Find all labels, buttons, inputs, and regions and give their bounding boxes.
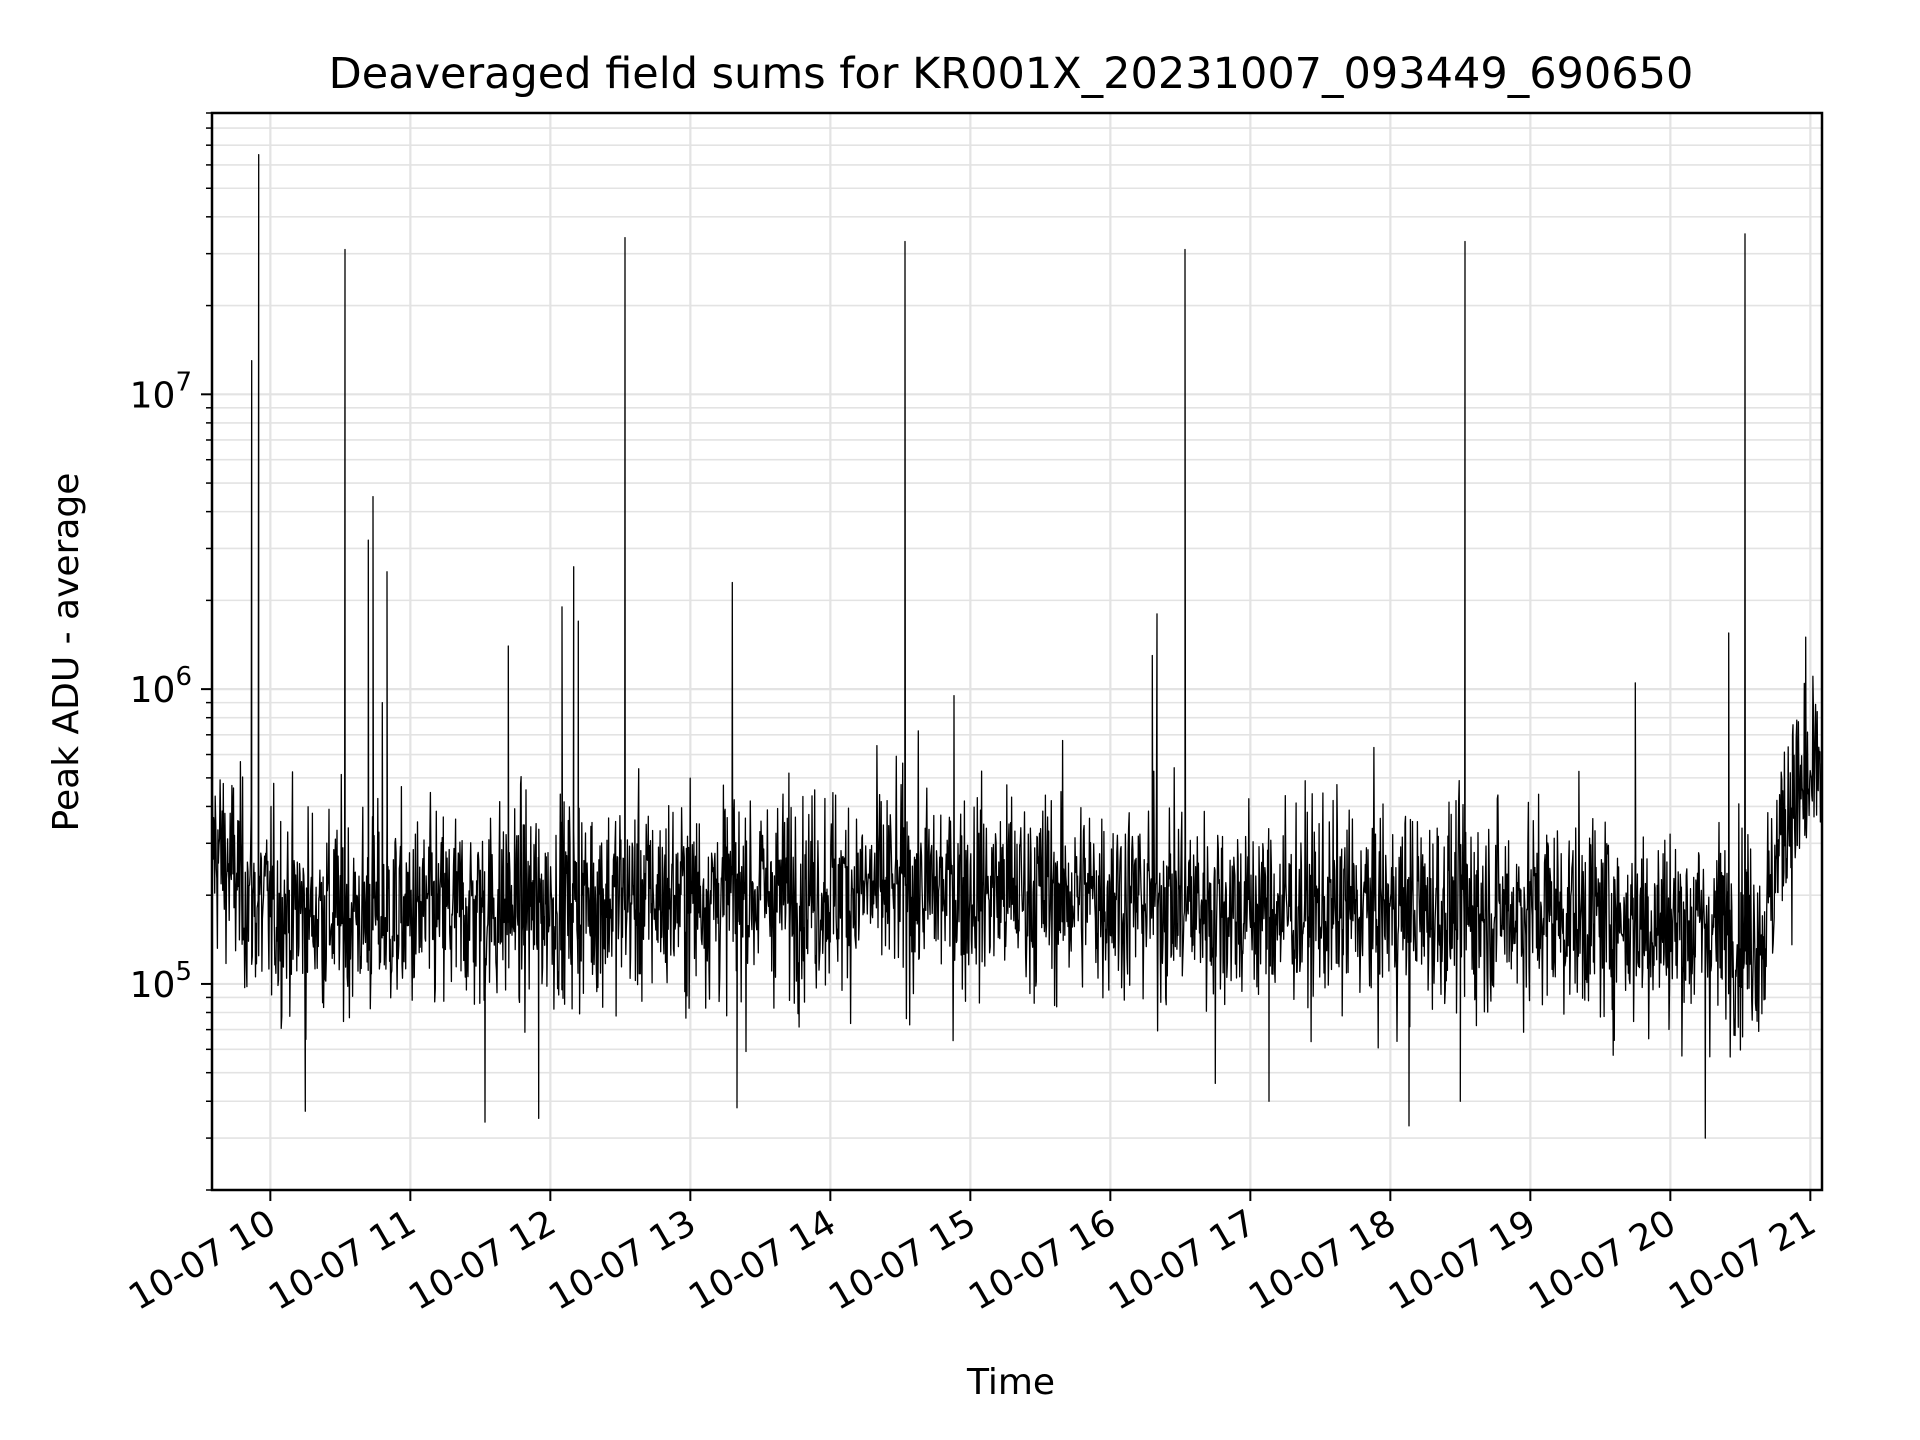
series-line xyxy=(211,154,1823,1139)
y-tick-label: 107 xyxy=(130,367,192,416)
y-tick-label: 105 xyxy=(130,957,192,1006)
chart-title: Deaveraged field sums for KR001X_2023100… xyxy=(329,49,1694,99)
series-line-group xyxy=(211,154,1823,1139)
plot-frame xyxy=(210,111,1824,1192)
y-tick-label: 106 xyxy=(130,662,192,711)
x-axis-title: Time xyxy=(966,1362,1055,1403)
y-axis: 105 106 107 xyxy=(130,112,212,1191)
y-axis-title: Peak ADU - average xyxy=(46,473,87,832)
